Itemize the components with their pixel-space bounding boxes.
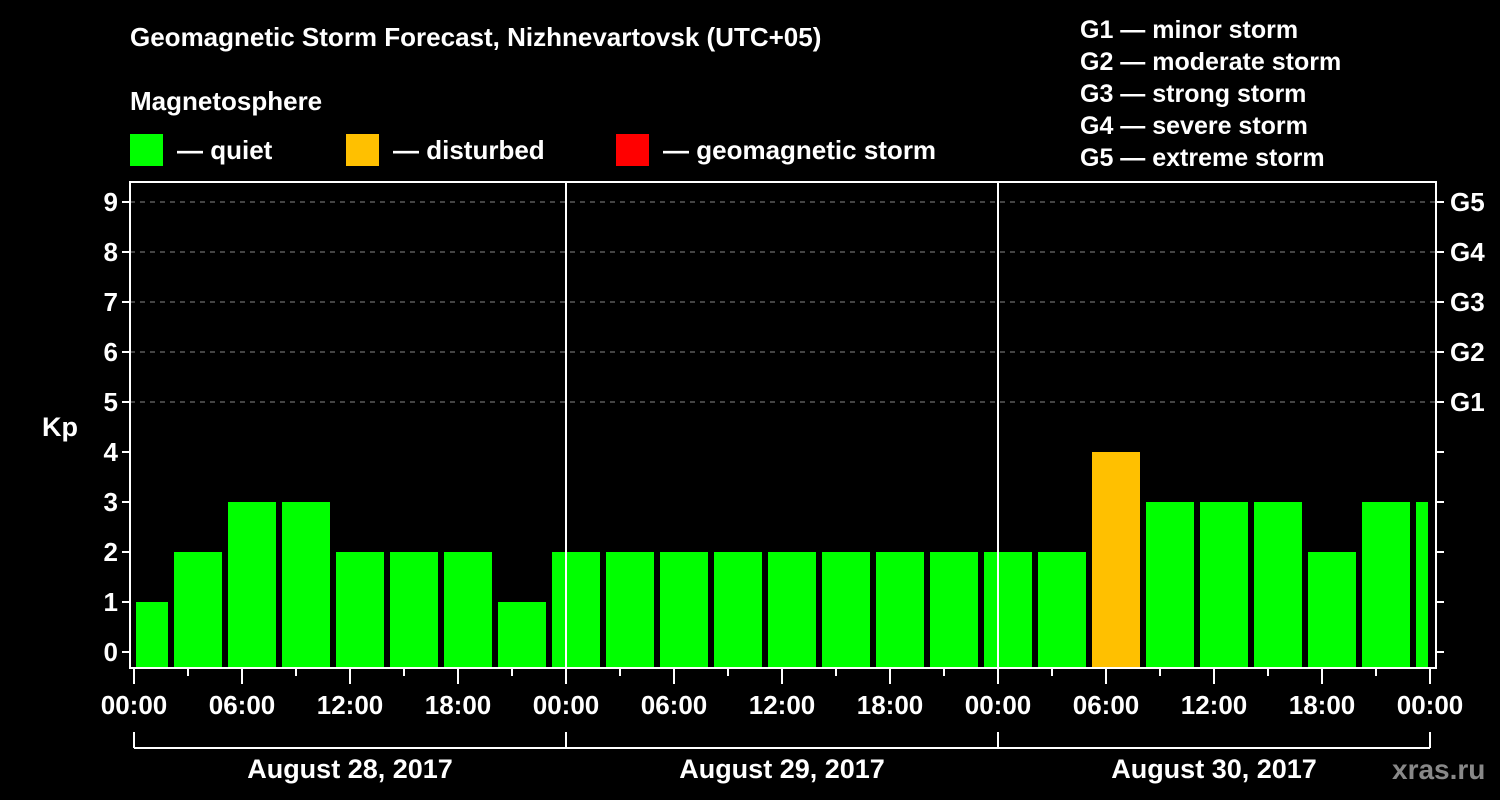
y-tick-label: 2 xyxy=(103,537,118,567)
y-tick-label: 7 xyxy=(103,287,118,317)
bars xyxy=(136,452,1428,668)
kp-bar xyxy=(1362,502,1410,668)
y-tick-label: 6 xyxy=(103,337,118,367)
kp-bar xyxy=(552,552,600,668)
kp-bar xyxy=(1092,452,1140,668)
g2-legend: G2 — moderate storm xyxy=(1080,48,1342,76)
kp-bar xyxy=(660,552,708,668)
y-tick-label: 8 xyxy=(103,237,118,267)
x-tick-label: 18:00 xyxy=(424,690,492,720)
g-tick-label: G3 xyxy=(1450,287,1485,317)
kp-bar xyxy=(1146,502,1194,668)
legend-item-quiet: — quiet xyxy=(130,134,272,166)
y-axis-label: Kp xyxy=(42,412,78,442)
x-tick-label: 06:00 xyxy=(640,690,708,720)
kp-bar xyxy=(984,552,1032,668)
kp-bar xyxy=(876,552,924,668)
x-tick-label: 12:00 xyxy=(748,690,816,720)
g1-legend: G1 — minor storm xyxy=(1080,16,1299,44)
x-tick-label: 00:00 xyxy=(532,690,600,720)
kp-bar xyxy=(336,552,384,668)
kp-bar xyxy=(282,502,330,668)
kp-bar xyxy=(1038,552,1086,668)
kp-bar xyxy=(498,602,546,668)
x-tick-label: 06:00 xyxy=(208,690,276,720)
kp-bar xyxy=(228,502,276,668)
x-tick-label: 12:00 xyxy=(1180,690,1248,720)
x-tick-label: 06:00 xyxy=(1072,690,1140,720)
kp-bar xyxy=(136,602,168,668)
x-tick-label: 00:00 xyxy=(1396,690,1464,720)
x-tick-label: 12:00 xyxy=(316,690,384,720)
legend-label: — geomagnetic storm xyxy=(663,134,937,165)
chart-title: Geomagnetic Storm Forecast, Nizhnevartov… xyxy=(130,22,822,52)
g-tick-label: G2 xyxy=(1450,337,1485,367)
day-label: August 28, 2017 xyxy=(247,754,453,784)
day-label: August 29, 2017 xyxy=(679,754,885,784)
kp-bar xyxy=(714,552,762,668)
g3-legend: G3 — strong storm xyxy=(1080,80,1307,108)
y-tick-label: 5 xyxy=(103,387,118,417)
kp-bar xyxy=(1416,502,1428,668)
kp-bar xyxy=(606,552,654,668)
legend-label: — quiet xyxy=(177,134,273,165)
y-tick-label: 0 xyxy=(103,637,118,667)
x-tick-label: 18:00 xyxy=(856,690,924,720)
kp-bar xyxy=(444,552,492,668)
kp-bar xyxy=(930,552,978,668)
g-tick-label: G4 xyxy=(1450,237,1485,267)
legend-heading: Magnetosphere xyxy=(130,86,323,116)
kp-bar xyxy=(822,552,870,668)
disturbed-swatch-icon xyxy=(346,134,379,166)
y-tick-label: 4 xyxy=(103,437,118,467)
kp-bar xyxy=(174,552,222,668)
g5-legend: G5 — extreme storm xyxy=(1080,144,1325,172)
kp-bar xyxy=(390,552,438,668)
day-label: August 30, 2017 xyxy=(1111,754,1317,784)
gridlines xyxy=(130,201,1436,403)
g-tick-label: G1 xyxy=(1450,387,1485,417)
kp-bar xyxy=(768,552,816,668)
g-tick-label: G5 xyxy=(1450,187,1485,217)
axes xyxy=(122,181,1444,749)
g-scale-legend: G1 — minor storm G2 — moderate storm G3 … xyxy=(1080,14,1341,174)
quiet-swatch-icon xyxy=(130,134,163,166)
x-tick-label: 18:00 xyxy=(1288,690,1356,720)
kp-bar xyxy=(1200,502,1248,668)
x-tick-label: 00:00 xyxy=(964,690,1032,720)
kp-bar xyxy=(1308,552,1356,668)
x-tick-label: 00:00 xyxy=(100,690,168,720)
kp-bar xyxy=(1254,502,1302,668)
g4-legend: G4 — severe storm xyxy=(1080,112,1308,140)
y-tick-label: 9 xyxy=(103,187,118,217)
watermark: xras.ru xyxy=(1392,754,1486,785)
legend-label: — disturbed xyxy=(393,134,545,165)
y-tick-label: 1 xyxy=(103,587,118,617)
storm-swatch-icon xyxy=(616,134,649,166)
y-tick-label: 3 xyxy=(103,487,118,517)
legend-item-storm: — geomagnetic storm xyxy=(616,134,936,166)
legend-item-disturbed: — disturbed xyxy=(346,134,545,166)
